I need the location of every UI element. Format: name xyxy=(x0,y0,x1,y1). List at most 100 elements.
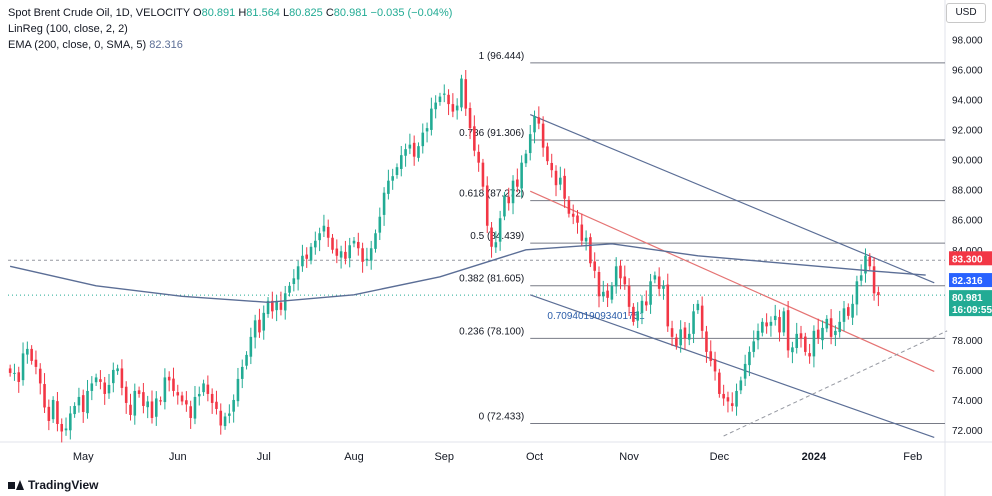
candle-body xyxy=(210,393,214,403)
dashed-trendline xyxy=(723,330,948,437)
candle-body xyxy=(520,162,523,189)
x-tick-label: Feb xyxy=(903,451,922,463)
candle-body xyxy=(473,126,476,151)
linreg-mid-line xyxy=(529,190,935,372)
candle-body xyxy=(709,351,713,361)
currency-button[interactable]: USD xyxy=(946,3,986,23)
candle-body xyxy=(8,368,12,373)
candle-body xyxy=(163,377,167,403)
candle-body xyxy=(533,116,536,133)
candle-body xyxy=(185,400,188,405)
candle-body xyxy=(786,310,790,351)
y-tick-label: 76.000 xyxy=(952,366,983,377)
candle-body xyxy=(150,401,154,418)
open-value: 80.891 xyxy=(201,7,236,19)
candle-body xyxy=(292,278,296,285)
candle-body xyxy=(176,392,180,396)
candle-body xyxy=(584,237,588,242)
candle-body xyxy=(120,368,124,388)
candle-body xyxy=(847,307,850,316)
candle-body xyxy=(391,176,394,181)
legend-linreg-row[interactable]: LinReg (100, close, 2, 2) xyxy=(8,21,452,37)
candle-body xyxy=(404,149,407,156)
candle-body xyxy=(399,155,403,169)
candle-body xyxy=(636,311,639,321)
candle-body xyxy=(232,399,235,412)
candle-body xyxy=(81,395,85,412)
candle-body xyxy=(494,242,498,248)
candle-body xyxy=(288,285,291,293)
candle-body xyxy=(662,285,665,289)
candle-body xyxy=(756,330,760,341)
candle-body xyxy=(73,405,76,415)
close-label: C xyxy=(325,7,334,19)
tradingview-branding[interactable]: TradingView xyxy=(8,478,98,492)
candle-body xyxy=(739,380,743,391)
candle-body xyxy=(851,303,854,318)
candle-body xyxy=(726,397,730,402)
close-value: 80.981 xyxy=(333,7,368,19)
candle-body xyxy=(365,258,369,261)
candle-body xyxy=(322,225,326,232)
candle-body xyxy=(576,215,579,223)
candle-body xyxy=(537,117,541,124)
candle-body xyxy=(687,333,691,340)
tradingview-logo-icon xyxy=(8,480,24,490)
candle-body xyxy=(804,336,807,352)
candle-body xyxy=(619,265,622,279)
candle-body xyxy=(77,396,81,406)
candle-body xyxy=(43,384,46,408)
candle-body xyxy=(761,321,764,333)
candle-body xyxy=(528,134,532,154)
candle-body xyxy=(189,406,192,418)
candle-body xyxy=(47,406,51,421)
candle-body xyxy=(442,93,446,95)
candle-body xyxy=(253,320,257,338)
x-tick-label: Sep xyxy=(434,451,454,463)
candle-body xyxy=(490,227,493,247)
candle-body xyxy=(193,396,197,419)
price-tag-label: 83.300 xyxy=(952,254,983,265)
x-tick-label: 2024 xyxy=(802,451,827,463)
candle-body xyxy=(593,261,596,271)
candle-body xyxy=(700,305,704,331)
candle-body xyxy=(842,308,846,322)
candle-body xyxy=(352,240,356,244)
candle-body xyxy=(571,213,575,217)
candle-body xyxy=(696,303,700,311)
candle-body xyxy=(318,233,321,241)
candle-body xyxy=(215,401,218,409)
candle-body xyxy=(202,383,205,393)
linreg-upper-line xyxy=(529,114,935,284)
candle-body xyxy=(597,271,601,297)
candle-body xyxy=(21,353,25,381)
candle-body xyxy=(773,315,777,321)
legend-symbol-row: Spot Brent Crude Oil, 1D, VELOCITY O80.8… xyxy=(8,5,452,21)
legend-ema-row[interactable]: EMA (200, close, 0, SMA, 5) 82.316 xyxy=(8,37,452,53)
price-tag-box xyxy=(949,251,992,266)
ema-indicator-label: EMA (200, close, 0, SMA, 5) xyxy=(8,39,147,51)
candle-body xyxy=(507,196,511,204)
price-tag-box xyxy=(949,273,992,288)
candle-body xyxy=(417,146,420,158)
candle-body xyxy=(516,179,519,187)
candle-body xyxy=(765,322,768,327)
candle-body xyxy=(455,105,459,111)
y-tick-label: 90.000 xyxy=(952,156,983,167)
y-tick-label: 88.000 xyxy=(952,186,983,197)
candle-body xyxy=(675,337,678,346)
y-tick-label: 78.000 xyxy=(952,336,983,347)
candle-body xyxy=(670,328,674,337)
candle-body xyxy=(782,311,786,333)
candle-body xyxy=(283,293,287,311)
candle-body xyxy=(481,162,485,187)
candle-body xyxy=(369,248,373,261)
candle-body xyxy=(167,376,171,381)
fib-level-label: 0.786 (91.306) xyxy=(459,128,524,139)
fib-level-label: 0.5 (84.439) xyxy=(470,231,524,242)
candle-body xyxy=(498,218,502,242)
candle-body xyxy=(34,359,38,367)
candle-body xyxy=(361,248,364,262)
candle-body xyxy=(305,254,309,259)
